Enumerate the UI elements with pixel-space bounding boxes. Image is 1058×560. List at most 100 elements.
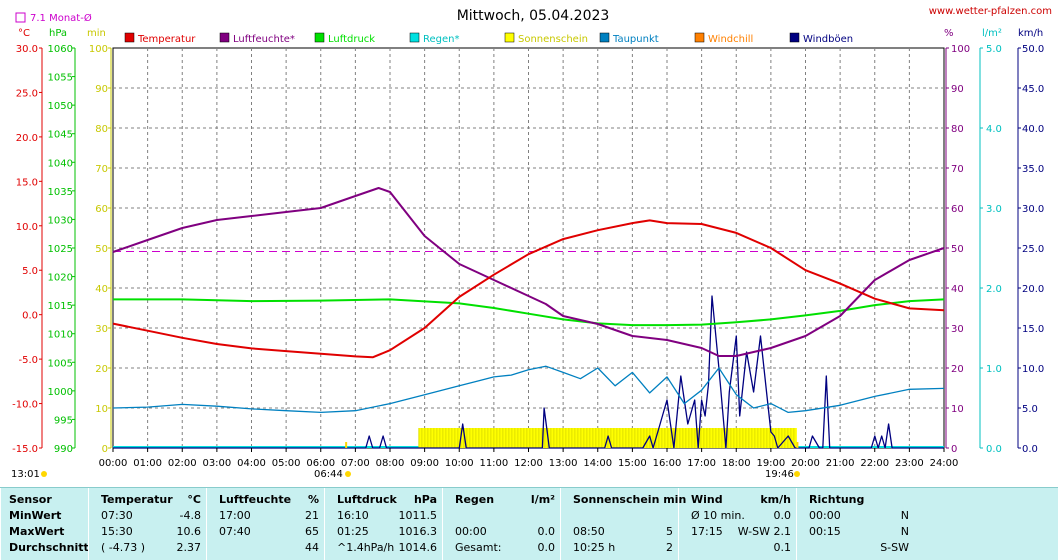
tick-label-temperature: 20.0: [16, 133, 38, 144]
stats-cell-label: 17:00: [219, 509, 251, 522]
stats-row: S-SW: [797, 540, 915, 556]
tick-label-temperature: 0.0: [22, 311, 38, 322]
stats-row: Gesamt: 0.0: [443, 540, 561, 556]
stats-cell-label: 07:40: [219, 525, 251, 538]
x-tick-label: 19:00: [756, 458, 785, 469]
tick-label-wind: 25.0: [1022, 244, 1044, 255]
tick-label-wind: 0.0: [1022, 444, 1038, 455]
legend-swatch: [219, 32, 230, 43]
stats-cell-value: hPa: [413, 493, 437, 506]
stats-header-row: Regen l/m²: [443, 492, 561, 508]
tick-label-humidity: 70: [951, 164, 964, 175]
tick-label-temperature: -5.0: [18, 355, 38, 366]
stats-row: 01:25 1016.3: [325, 524, 443, 540]
x-tick-label: 07:00: [341, 458, 370, 469]
legend-item: Luftdruck: [314, 32, 375, 45]
tick-label-pressure: 1045: [48, 130, 73, 141]
tick-label-wind: 15.0: [1022, 324, 1044, 335]
legend-item: Luftfeuchte*: [219, 32, 295, 45]
stats-cell-label: 16:10: [337, 509, 369, 522]
tick-label-temperature: 10.0: [16, 222, 38, 233]
stats-cell-value: N: [900, 509, 909, 522]
tick-label-humidity: 50: [951, 244, 964, 255]
stats-cell-value: 2.37: [176, 541, 202, 554]
tick-label-pressure: 1035: [48, 187, 73, 198]
stats-cell-value: 0.1: [773, 541, 792, 554]
stats-table: Sensor MinWert MaxWert Durchschnitt Temperat…: [0, 487, 1058, 560]
tick-label-pressure: 1015: [48, 301, 73, 312]
stats-row: 0.1: [679, 540, 797, 556]
tick-label-sun_minutes: 80: [95, 124, 108, 135]
stats-cell-value: 1016.3: [398, 525, 438, 538]
tick-label-pressure: 1060: [48, 44, 73, 55]
legend-swatch: [314, 32, 325, 43]
x-tick-label: 12:00: [514, 458, 543, 469]
tick-label-sun_minutes: 10: [95, 404, 108, 415]
stats-row: 16:10 1011.5: [325, 508, 443, 524]
tick-label-sun_minutes: 50: [95, 244, 108, 255]
tick-label-humidity: 90: [951, 84, 964, 95]
stats-row: 10:25 h 2: [561, 540, 679, 556]
marker-dot: [41, 471, 47, 477]
unit-humidity: %: [944, 28, 954, 39]
month-avg-label: 7.1 Monat-Ø: [30, 12, 92, 24]
stats-cell-value: 0.0: [773, 509, 792, 522]
stats-cell-label: MinWert: [9, 509, 62, 522]
unit-rain: l/m²: [982, 28, 1002, 39]
stats-cell-label: 00:00: [455, 525, 487, 538]
stats-column: Richtung 00:00 N 00:15 N S-SW: [796, 488, 915, 560]
chart-title: Mittwoch, 05.04.2023: [457, 8, 610, 24]
tick-label-sun_minutes: 100: [89, 44, 108, 55]
tick-label-pressure: 1025: [48, 244, 73, 255]
tick-label-pressure: 1050: [48, 101, 73, 112]
legend-item: Temperatur: [124, 32, 196, 45]
stats-cell-label: 08:50: [573, 525, 605, 538]
tick-label-wind: 10.0: [1022, 364, 1044, 375]
stats-row: ( -4.73 ) 2.37: [89, 540, 207, 556]
x-tick-label: 14:00: [583, 458, 612, 469]
tick-label-temperature: -10.0: [12, 400, 38, 411]
tick-label-pressure: 1030: [48, 215, 73, 226]
x-tick-label: 00:00: [99, 458, 128, 469]
sunset-dot: [794, 471, 800, 477]
site-url[interactable]: www.wetter-pfalzen.com: [928, 6, 1052, 17]
tick-label-temperature: 15.0: [16, 177, 38, 188]
unit-pressure: hPa: [49, 28, 67, 39]
x-tick-label: 04:00: [237, 458, 266, 469]
tick-label-humidity: 0: [951, 444, 957, 455]
stats-header-row: Luftfeuchte%: [207, 492, 325, 508]
series-line-temperatur: [112, 219, 945, 359]
stats-cell-label: Luftfeuchte: [219, 493, 292, 506]
stats-cell-value: 0.0: [537, 541, 556, 554]
tick-label-rain: 1.0: [986, 364, 1002, 375]
legend-label: Windchill: [708, 34, 753, 45]
tick-label-wind: 50.0: [1022, 44, 1044, 55]
legend-swatch: [504, 32, 515, 43]
stats-cell-label: 07:30: [101, 509, 133, 522]
stats-header-row: Luftdruck hPa: [325, 492, 443, 508]
unit-temperature: °C: [18, 28, 30, 39]
right-axes: 10090807060504030201005.04.03.02.01.00.0…: [945, 44, 1044, 455]
sunrise-dot: [345, 471, 351, 477]
stats-cell-label: Wind: [691, 493, 723, 506]
stats-cell-label: Gesamt:: [455, 541, 502, 554]
stats-cell-value: 1014.6: [398, 541, 438, 554]
stats-cell-value: 5: [666, 525, 673, 538]
unit-wind: km/h: [1018, 28, 1043, 39]
stats-cell-value: 44: [305, 541, 319, 554]
tick-label-humidity: 30: [951, 324, 964, 335]
left-axes: 30.0 25.0 20.0 15.0 10.0 5.0 0.0 -5.0 -10.0 -15.0…: [12, 44, 112, 455]
x-tick-label: 23:00: [895, 458, 924, 469]
stats-cell-value: W-SW 2.1: [737, 525, 791, 538]
stats-cell-label: Richtung: [809, 493, 865, 506]
stats-column: Wind km/h Ø 10 min. 0.0 17:15 W-SW 2.1 0.1: [678, 488, 797, 560]
stats-cell-value: 1011.5: [398, 509, 438, 522]
stats-cell-value: 2: [666, 541, 673, 554]
stats-row: MaxWert: [1, 524, 89, 540]
tick-label-pressure: 990: [54, 444, 73, 455]
series-line-luftfeuchte: [112, 187, 945, 357]
stats-header-row: Wind km/h: [679, 492, 797, 508]
stats-cell-value: 0.0: [537, 525, 556, 538]
legend-swatch: [599, 32, 610, 43]
tick-label-temperature: 30.0: [16, 44, 38, 55]
